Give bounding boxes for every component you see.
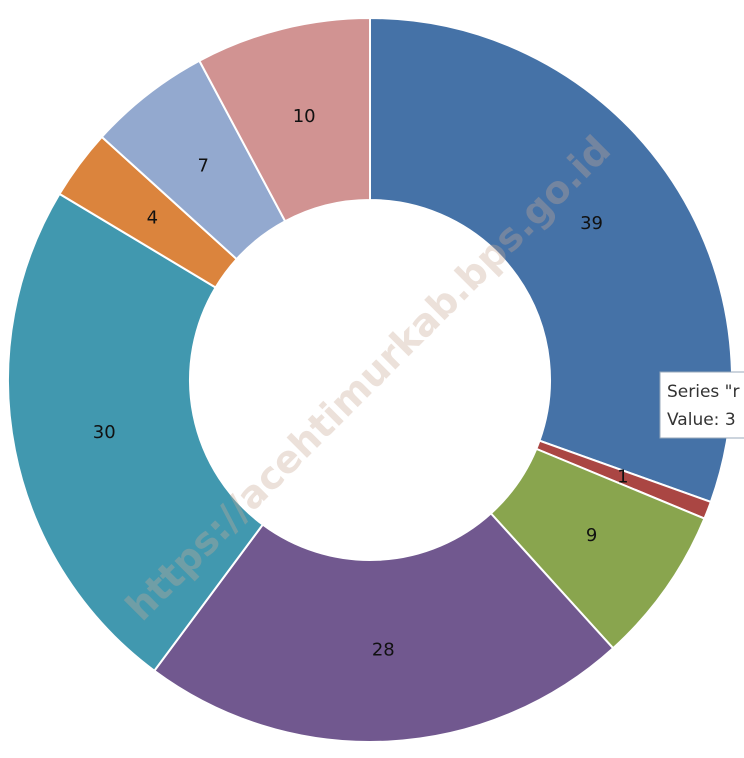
data-label: 7 [198, 155, 209, 176]
slices [7, 16, 733, 743]
tooltip: Series "r Value: 3 [659, 371, 744, 439]
labels: 39 1 9 28 30 4 7 10 [93, 106, 629, 661]
slice [7, 192, 265, 673]
data-label: 9 [586, 525, 597, 546]
tooltip-box [659, 371, 744, 439]
data-label: 30 [93, 422, 116, 443]
tooltip-line: Value: 3 [667, 410, 736, 430]
data-label: 10 [293, 106, 316, 127]
slice [198, 16, 371, 223]
tooltip-line: Series "r [667, 382, 740, 402]
data-label: 4 [147, 208, 158, 229]
data-label: 1 [617, 467, 628, 488]
slice [152, 511, 615, 743]
data-label: 28 [372, 640, 395, 661]
data-label: 39 [580, 213, 603, 234]
